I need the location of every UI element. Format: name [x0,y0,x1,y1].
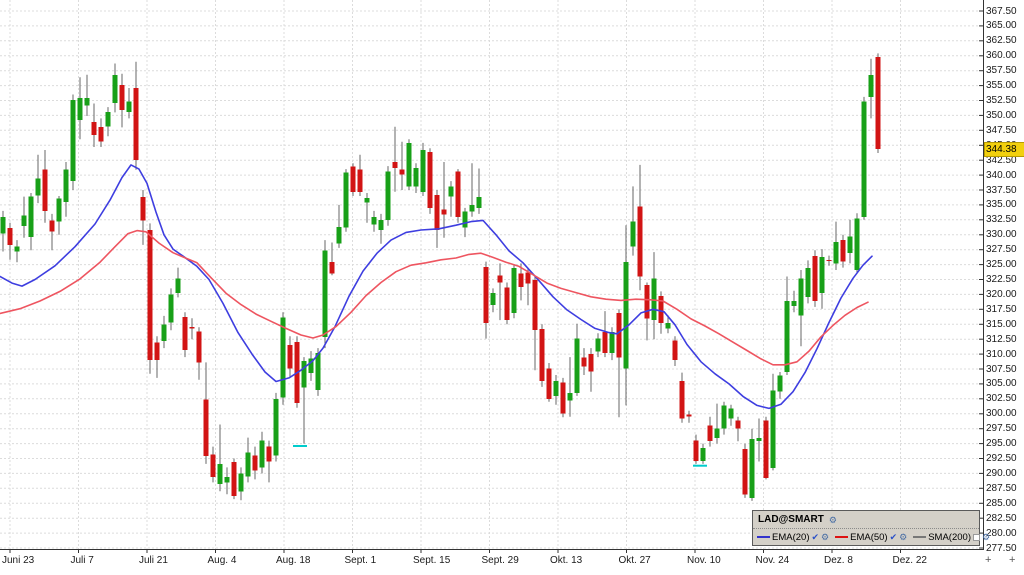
date-axis-label: Okt. 13 [550,555,583,566]
gear-icon[interactable]: ⚙ [899,532,908,542]
indicator-line-swatch [835,536,849,538]
price-axis-label: 297.50 [986,423,1017,435]
price-axis-label: 350.00 [986,109,1017,121]
date-axis-label: Dez. 22 [892,555,927,566]
indicator-checkbox-unchecked[interactable] [972,533,980,541]
indicator-line-swatch [913,536,927,538]
price-axis-label: 317.50 [986,303,1017,315]
price-axis-label: 365.00 [986,20,1017,32]
legend-item-ema50: EMA(50) ✔ ⚙ [835,532,907,543]
price-axis-label: 280.00 [986,527,1017,539]
date-axis-label: Okt. 27 [618,555,651,566]
price-axis-label: 310.00 [986,348,1017,360]
price-axis-label: 302.50 [986,393,1017,405]
indicator-checkbox-checked[interactable]: ✔ [811,532,820,542]
gear-icon[interactable]: ⚙ [828,514,837,525]
date-axis-label: Nov. 10 [687,555,721,566]
indicator-label: EMA(20) [772,531,810,543]
date-axis-label: Sept. 1 [344,555,377,566]
price-axis-label: 312.50 [986,333,1017,345]
price-axis-label: 282.50 [986,512,1017,524]
price-axis-label: 337.50 [986,184,1017,196]
price-axis-label: 360.00 [986,50,1017,62]
price-axis-label: 355.00 [986,80,1017,92]
price-axis-label: 367.50 [986,5,1017,17]
date-axis-label: Juni 23 [2,555,35,566]
price-axis-label: 290.00 [986,467,1017,479]
price-axis-label: 277.50 [986,542,1017,554]
date-axis-plus-icon[interactable]: + [1009,554,1016,566]
indicator-checkbox-checked[interactable]: ✔ [889,532,898,542]
price-axis-label: 335.00 [986,199,1017,211]
gear-icon[interactable]: ⚙ [981,532,991,542]
date-axis-label: Sept. 15 [413,555,451,566]
legend-item-ema20: EMA(20) ✔ ⚙ [757,532,829,543]
indicator-label: SMA(200) [928,531,971,543]
price-axis-label: 342.50 [986,154,1017,166]
price-axis-label: 285.00 [986,497,1017,509]
price-axis-label: 287.50 [986,482,1017,494]
indicator-label: EMA(50) [850,531,888,543]
price-axis-label: 307.50 [986,363,1017,375]
legend-header: LAD@SMART ⚙ [753,511,979,529]
price-axis-label: 357.50 [986,65,1017,77]
legend-item-sma200: SMA(200) ⚙ [913,532,990,543]
price-axis-label: 320.00 [986,288,1017,300]
price-axis-label: 362.50 [986,35,1017,47]
price-axis-label: 327.50 [986,244,1017,256]
legend-panel: LAD@SMART ⚙ EMA(20) ✔ ⚙ EMA(50) ✔ ⚙ SMA(200) ⚙ [752,510,990,546]
price-axis-label: 347.50 [986,124,1017,136]
last-price-badge: 344.38 [984,142,1024,158]
price-axis-label: 300.00 [986,408,1017,420]
price-axis-label: 332.50 [986,214,1017,226]
price-axis-label: 340.00 [986,169,1017,181]
price-axis-label: 325.00 [986,259,1017,271]
price-axis-plus-icon[interactable]: + [985,554,992,566]
date-axis-label: Juli 21 [139,555,168,566]
price-axis-label: 330.00 [986,229,1017,241]
price-axis-label: 352.50 [986,95,1017,106]
gear-icon[interactable]: ⚙ [821,532,830,542]
price-axis-label: 315.00 [986,318,1017,330]
date-axis-label: Sept. 29 [481,555,519,566]
price-axis-label: 292.50 [986,453,1017,464]
indicator-legend: EMA(20) ✔ ⚙ EMA(50) ✔ ⚙ SMA(200) ⚙ [753,529,990,545]
date-axis-label: Aug. 18 [276,555,311,566]
date-axis-label: Juli 7 [70,555,94,566]
indicator-line-swatch [757,536,770,538]
price-axis-label: 322.50 [986,274,1017,285]
date-axis-label: Nov. 24 [755,555,790,566]
instrument-label: LAD@SMART [758,514,824,525]
date-axis-label: Aug. 4 [207,555,237,566]
price-axis-label: 305.00 [986,378,1017,390]
price-axis-label: 295.00 [986,438,1017,450]
date-axis-label: Dez. 8 [824,555,853,566]
